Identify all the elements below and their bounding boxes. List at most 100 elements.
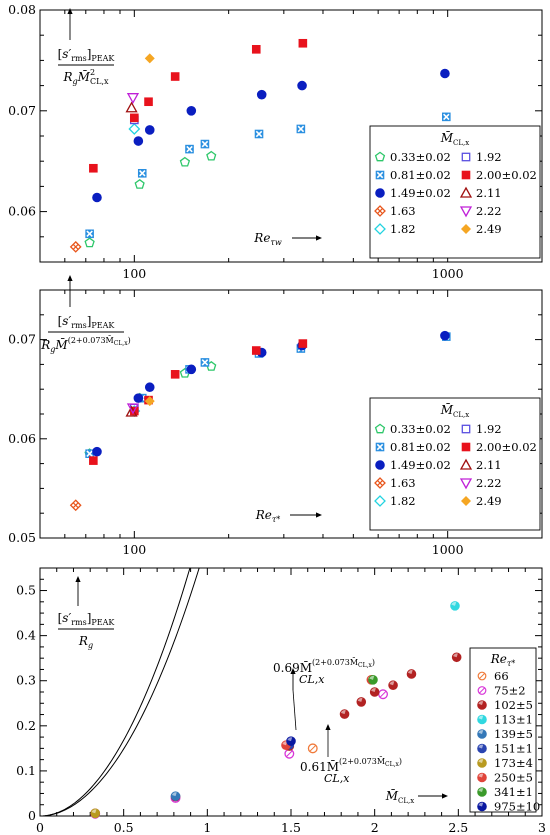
legend-marker [461, 424, 471, 434]
x-tick-label: 100 [122, 542, 146, 557]
legend-box [369, 397, 541, 531]
legend-marker [461, 442, 471, 452]
legend-label: 1.49±0.02 [390, 458, 451, 472]
series-1 [84, 360, 217, 459]
y-tick-label: 0.07 [8, 103, 36, 118]
data-point [442, 112, 451, 122]
data-point [134, 178, 145, 189]
x-axis-label: Reτw [253, 231, 282, 247]
data-point [297, 80, 307, 91]
series-7 [89, 339, 308, 465]
legend-marker [477, 758, 487, 768]
chart-panel-2: 100 1000 0.05 0.06 0.07 [s′rms]PEAK RgM̄(2+0.0… [8, 275, 543, 557]
legend-marker [374, 477, 386, 489]
y-axis-label-numerator: [s′rms]PEAK [58, 47, 116, 63]
data-point [256, 89, 267, 100]
data-point [339, 709, 350, 719]
legend-label: 151±1 [494, 742, 533, 756]
x-axis-arrow-head [316, 512, 322, 518]
fit-curve-2 [40, 568, 200, 816]
data-point [144, 97, 153, 107]
x-tick-label: 0.5 [114, 820, 134, 835]
series-1 [307, 743, 318, 754]
data-point [388, 680, 398, 691]
legend-label: 2.22 [476, 204, 502, 218]
y-tick-label: 0.07 [8, 332, 36, 347]
series-8 [125, 101, 138, 113]
legend-marker [375, 188, 385, 198]
series-4 [450, 601, 460, 611]
data-point [137, 168, 147, 178]
x-tick-label: 1.5 [281, 820, 301, 835]
x-tick-label: 100 [122, 266, 146, 281]
series-2 [90, 689, 388, 819]
data-point [440, 330, 450, 341]
data-point [406, 669, 417, 679]
legend-label: 250±5 [494, 771, 533, 785]
series-10 [286, 736, 296, 746]
legend-label: 2.49 [476, 494, 502, 508]
y-axis-arrow-head [75, 576, 81, 582]
data-point [206, 150, 217, 161]
series-3 [92, 330, 450, 457]
data-point [144, 396, 155, 407]
legend-marker [459, 206, 473, 218]
legend-label: 139±5 [494, 727, 533, 741]
legend: M̄CL,x 0.33±0.02 0.81±0.02 1.49±0.02 1.63 1.8… [369, 125, 541, 259]
series-10 [144, 53, 155, 64]
legend-label: 2.00±0.02 [476, 168, 537, 182]
legend-label: 2.11 [476, 186, 502, 200]
series-3 [90, 652, 462, 819]
y-tick-label: 0.06 [8, 431, 36, 446]
data-point [307, 743, 318, 754]
data-point [200, 358, 210, 367]
data-point [126, 93, 140, 105]
legend-marker [477, 686, 487, 695]
x-axis-label: M̄CL,x [385, 788, 415, 805]
data-point [185, 144, 194, 154]
y-tick-label: 0.05 [8, 530, 36, 545]
x-tick-label: 2.5 [448, 820, 468, 835]
data-point [69, 240, 82, 253]
y-axis-label-numerator: [s′rms]PEAK [58, 314, 116, 330]
data-point [451, 652, 462, 663]
x-tick-label: 1000 [432, 542, 464, 557]
data-point [84, 237, 95, 248]
legend-marker [375, 442, 385, 452]
legend-label: 2.11 [476, 458, 502, 472]
legend-label: 975±10 [494, 800, 540, 814]
series-5 [128, 123, 141, 135]
legend: Reτ*6675±2102±5113±1139±5151±1173±4250±5… [469, 647, 540, 814]
legend-label: 1.63 [390, 204, 416, 218]
data-point [356, 697, 367, 707]
data-point [440, 68, 450, 79]
y-tick-label: 0.1 [16, 763, 36, 778]
x-tick-label: 3 [538, 820, 546, 835]
series-4 [69, 499, 82, 512]
series-9 [368, 675, 378, 685]
legend-label: 2.00±0.02 [476, 440, 537, 454]
legend-marker [374, 423, 386, 434]
curve-label-upper-leader [292, 689, 297, 731]
data-point [251, 346, 261, 355]
legend-marker [477, 801, 487, 812]
legend-label: 1.82 [390, 494, 416, 508]
curve-label-upper-line-head [290, 668, 296, 674]
data-point [130, 113, 139, 123]
data-point [378, 689, 388, 700]
legend-marker [461, 152, 471, 162]
data-point [144, 125, 155, 135]
curve-label-upper-sub: CL,x [299, 673, 325, 686]
series-3 [92, 68, 450, 203]
series-9 [126, 403, 140, 415]
y-tick-label: 0.3 [16, 673, 36, 688]
legend-label: 0.81±0.02 [390, 440, 451, 454]
y-axis-arrow-head [67, 8, 73, 14]
series-2 [85, 112, 451, 239]
series-8 [281, 675, 377, 751]
y-tick-label: 0.2 [16, 718, 36, 733]
legend-label: 173±4 [494, 756, 533, 770]
data-point [286, 736, 296, 746]
data-point [369, 687, 380, 697]
data-point [368, 675, 378, 685]
